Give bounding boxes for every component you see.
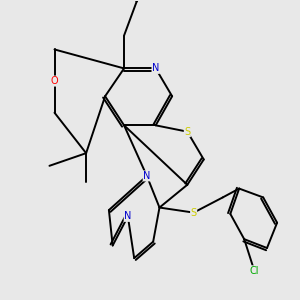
Text: S: S	[190, 208, 197, 218]
Text: N: N	[124, 212, 132, 221]
Text: Cl: Cl	[250, 266, 259, 276]
Text: N: N	[152, 63, 159, 74]
Text: O: O	[51, 76, 58, 86]
Text: N: N	[143, 171, 151, 181]
Text: S: S	[184, 127, 190, 137]
